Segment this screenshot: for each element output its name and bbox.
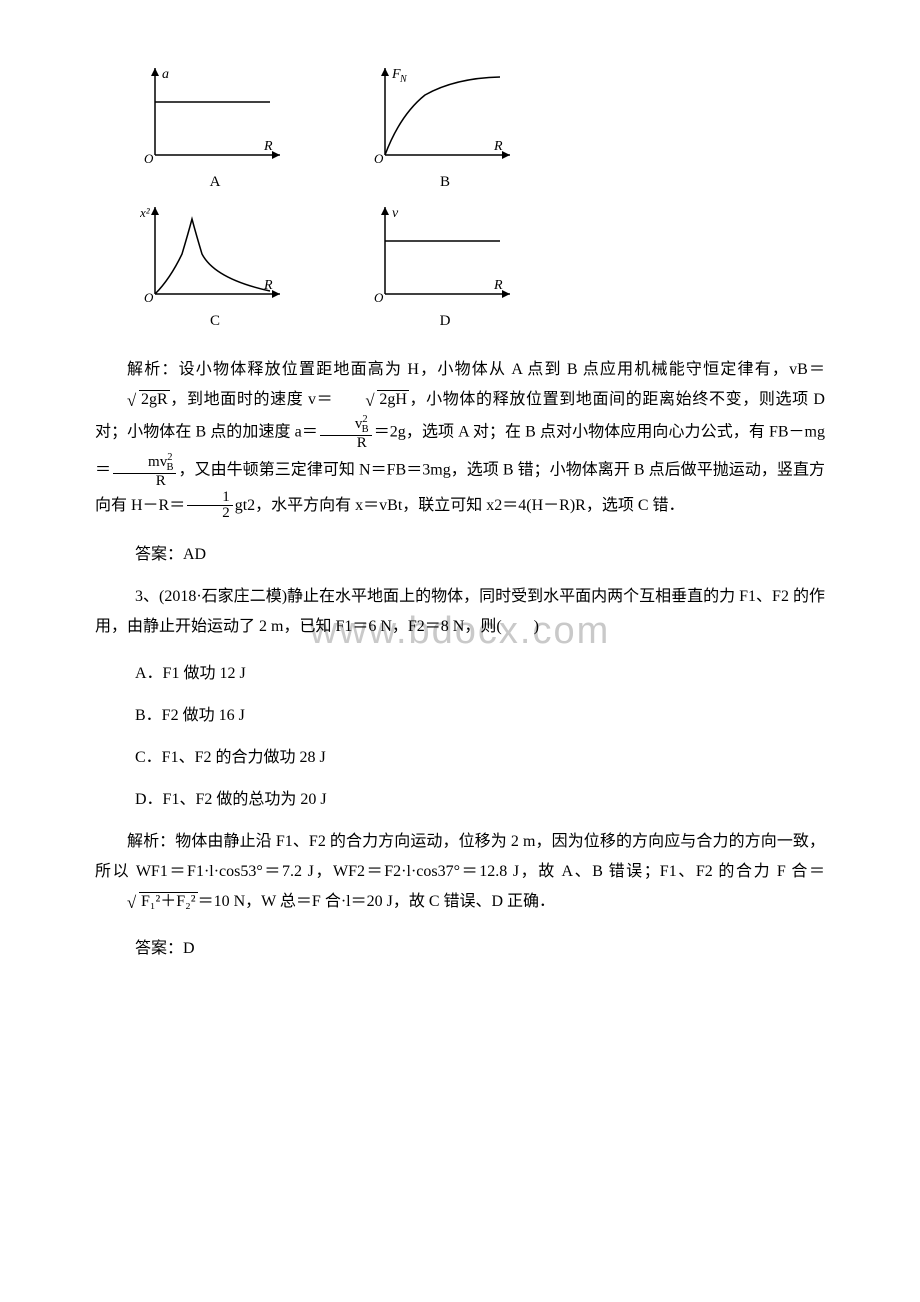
option-B: B．F2 做功 16 J bbox=[95, 701, 825, 725]
frac-1-sub: B bbox=[362, 424, 369, 435]
question-q3-source: (2018·石家庄二模) bbox=[159, 588, 287, 605]
option-A: A．F1 做功 12 J bbox=[95, 659, 825, 683]
frac-3: 12 bbox=[187, 490, 233, 523]
graphs-grid: a R O A F N R O B bbox=[140, 60, 825, 330]
frac-2-num-base: mv bbox=[148, 454, 167, 470]
solution-q2: 解析：设小物体释放位置距地面高为 H，小物体从 A 点到 B 点应用机械能守恒定… bbox=[95, 355, 825, 522]
graph-A-svg: a R O bbox=[140, 60, 290, 165]
svg-text:x²: x² bbox=[140, 205, 151, 220]
graph-row-2: x² R O C v R O D bbox=[140, 199, 825, 330]
graph-C-svg: x² R O bbox=[140, 199, 290, 304]
graph-row-1: a R O A F N R O B bbox=[140, 60, 825, 191]
svg-text:R: R bbox=[493, 139, 503, 154]
sqrt-1: 2gR bbox=[95, 385, 170, 415]
graph-C-label: C bbox=[140, 313, 290, 330]
answer-q3: 答案：D bbox=[95, 934, 825, 958]
svg-text:R: R bbox=[263, 139, 273, 154]
frac-2-den: R bbox=[113, 474, 176, 490]
sqrt-3-body: F₁²＋F₂² bbox=[139, 892, 198, 910]
graph-D: v R O D bbox=[370, 199, 520, 330]
graph-B-label: B bbox=[370, 174, 520, 191]
graph-A: a R O A bbox=[140, 60, 290, 191]
frac-3-den: 2 bbox=[187, 506, 233, 522]
question-q3: 3、(2018·石家庄二模)静止在水平地面上的物体，同时受到水平面内两个互相垂直… bbox=[95, 582, 825, 641]
sqrt-3: F₁²＋F₂² bbox=[95, 887, 198, 917]
solution-q2-text-2: ，到地面时的速度 v＝ bbox=[170, 391, 334, 408]
graph-D-svg: v R O bbox=[370, 199, 520, 304]
frac-2: mv2BR bbox=[113, 452, 176, 490]
frac-2-num: mv2B bbox=[113, 452, 176, 474]
option-C: C．F1、F2 的合力做功 28 J bbox=[95, 743, 825, 767]
solution-q3-prefix: 解析：物体由静止沿 F1、F2 的合力方向运动，位移为 2 m，因为位移的方向应… bbox=[95, 833, 825, 880]
frac-1-num: v2B bbox=[320, 414, 372, 436]
svg-text:N: N bbox=[399, 74, 408, 85]
graph-D-label: D bbox=[370, 313, 520, 330]
svg-text:O: O bbox=[144, 290, 154, 304]
svg-text:O: O bbox=[374, 290, 384, 304]
svg-text:v: v bbox=[392, 206, 399, 221]
graph-A-label: A bbox=[140, 174, 290, 191]
frac-3-num: 1 bbox=[187, 490, 233, 507]
frac-1: v2BR bbox=[320, 414, 372, 452]
page-content: a R O A F N R O B bbox=[95, 60, 825, 958]
sqrt-2-body: 2gH bbox=[377, 390, 409, 408]
svg-text:O: O bbox=[374, 151, 384, 165]
svg-text:a: a bbox=[162, 67, 169, 82]
solution-q2-text-6: gt2，水平方向有 x＝vBt，联立可知 x2＝4(H－R)R，选项 C 错． bbox=[235, 497, 685, 514]
graph-B: F N R O B bbox=[370, 60, 520, 191]
answer-q2: 答案：AD bbox=[95, 540, 825, 564]
solution-q2-text-1: 解析：设小物体释放位置距地面高为 H，小物体从 A 点到 B 点应用机械能守恒定… bbox=[127, 361, 825, 378]
sqrt-1-body: 2gR bbox=[139, 390, 170, 408]
solution-q3-suffix: ＝10 N，W 总＝F 合·l＝20 J，故 C 错误、D 正确． bbox=[198, 893, 556, 910]
frac-1-den: R bbox=[320, 436, 372, 452]
solution-q3: 解析：物体由静止沿 F1、F2 的合力方向运动，位移为 2 m，因为位移的方向应… bbox=[95, 827, 825, 916]
sqrt-2: 2gH bbox=[333, 385, 409, 415]
graph-B-svg: F N R O bbox=[370, 60, 520, 165]
question-q3-number: 3、 bbox=[135, 588, 159, 605]
frac-2-sub: B bbox=[166, 462, 173, 473]
svg-text:R: R bbox=[493, 278, 503, 293]
graph-C: x² R O C bbox=[140, 199, 290, 330]
svg-text:O: O bbox=[144, 151, 154, 165]
option-D: D．F1、F2 做的总功为 20 J bbox=[95, 785, 825, 809]
